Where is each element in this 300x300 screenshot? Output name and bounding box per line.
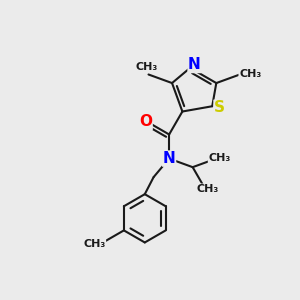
Text: CH₃: CH₃ [83, 239, 106, 249]
Text: O: O [139, 114, 152, 129]
Text: N: N [163, 151, 175, 166]
Text: CH₃: CH₃ [239, 70, 261, 80]
Text: S: S [214, 100, 225, 115]
Text: N: N [188, 58, 201, 73]
Text: CH₃: CH₃ [208, 153, 231, 163]
Text: CH₃: CH₃ [136, 62, 158, 72]
Text: CH₃: CH₃ [197, 184, 219, 194]
